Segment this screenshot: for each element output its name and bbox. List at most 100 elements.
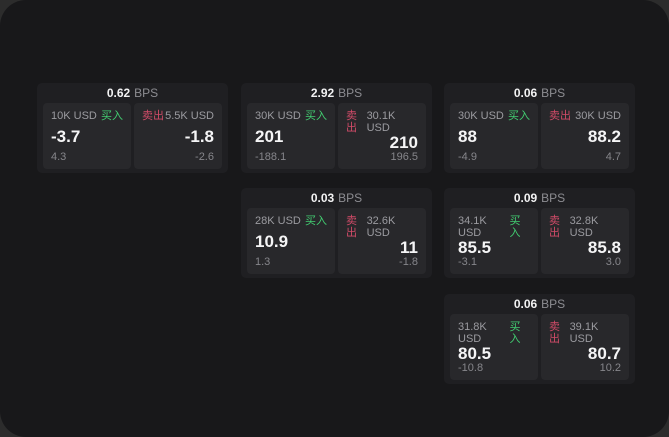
bps-value: 0.03 (310, 191, 335, 205)
buy-delta: -188.1 (255, 150, 287, 163)
buy-label-row: 30K USD 买入 (255, 110, 327, 122)
sell-label-row: 卖出 32.8K USD (549, 215, 621, 239)
sell-delta: 3.0 (605, 256, 621, 269)
sell-delta: 10.2 (599, 362, 621, 375)
sell-side-label: 卖出 (142, 110, 164, 122)
bps-header: 2.92 BPS (241, 83, 432, 103)
quote-body: 31.8K USD 买入 80.5 -10.8 卖出 39.1K USD 80.… (444, 314, 635, 380)
buy-label-row: 28K USD 买入 (255, 215, 327, 227)
buy-price: 10.9 (255, 232, 289, 251)
buy-amount: 34.1K USD (458, 215, 487, 240)
bps-unit: BPS (338, 86, 363, 100)
buy-price: 201 (255, 127, 284, 146)
buy-amount: 30K USD (255, 110, 301, 122)
quote-card-4: 0.03 BPS 28K USD 买入 10.9 1.3 卖出 32.6K US… (241, 188, 432, 278)
sell-price: 85.8 (587, 238, 621, 258)
sell-side-label: 卖出 (549, 110, 571, 122)
sell-price: 80.7 (587, 344, 621, 364)
buy-amount: 31.8K USD (458, 321, 487, 346)
sell-label-row: 卖出 30K USD (549, 110, 621, 122)
sell-label-row: 卖出 32.6K USD (346, 215, 418, 239)
sell-side-label: 卖出 (346, 110, 357, 135)
buy-panel[interactable]: 31.8K USD 买入 80.5 -10.8 (450, 314, 538, 380)
buy-panel[interactable]: 34.1K USD 买入 85.5 -3.1 (450, 208, 538, 274)
buy-side-label: 买入 (305, 110, 327, 122)
buy-delta: -3.1 (458, 256, 477, 269)
bps-value: 0.62 (106, 86, 131, 100)
buy-delta: 1.3 (255, 255, 271, 268)
quote-body: 10K USD 买入 -3.7 4.3 卖出 5.5K USD -1.8 -2.… (37, 103, 228, 169)
sell-amount: 39.1K USD (569, 321, 599, 346)
bps-value: 0.09 (513, 191, 538, 205)
bps-header: 0.03 BPS (241, 188, 432, 208)
bps-header: 0.62 BPS (37, 83, 228, 103)
buy-panel[interactable]: 30K USD 买入 88 -4.9 (450, 103, 538, 169)
quote-body: 28K USD 买入 10.9 1.3 卖出 32.6K USD 11 -1.8 (241, 208, 432, 274)
sell-price: -1.8 (184, 127, 214, 146)
sell-amount: 30K USD (575, 110, 621, 122)
buy-price: 85.5 (458, 238, 492, 258)
sell-panel[interactable]: 卖出 32.8K USD 85.8 3.0 (541, 208, 629, 274)
sell-delta: 196.5 (390, 151, 418, 164)
buy-amount: 10K USD (51, 110, 97, 122)
quote-body: 30K USD 买入 88 -4.9 卖出 30K USD 88.2 4.7 (444, 103, 635, 169)
sell-delta: 4.7 (605, 150, 621, 163)
bps-unit: BPS (541, 86, 566, 100)
buy-delta: -4.9 (458, 150, 477, 163)
bps-unit: BPS (134, 86, 159, 100)
buy-delta: -10.8 (458, 362, 484, 375)
sell-amount: 32.6K USD (366, 215, 396, 240)
sell-price: 210 (389, 133, 418, 153)
bps-unit: BPS (541, 297, 566, 311)
buy-panel[interactable]: 10K USD 买入 -3.7 4.3 (43, 103, 131, 169)
quote-card-2: 2.92 BPS 30K USD 买入 201 -188.1 卖出 30.1K … (241, 83, 432, 173)
sell-side-label: 卖出 (549, 215, 560, 240)
sell-panel[interactable]: 卖出 30K USD 88.2 4.7 (541, 103, 629, 169)
sell-amount: 5.5K USD (165, 110, 214, 122)
sell-panel[interactable]: 卖出 39.1K USD 80.7 10.2 (541, 314, 629, 380)
buy-label-row: 30K USD 买入 (458, 110, 530, 122)
buy-side-label: 买入 (101, 110, 123, 122)
sell-amount: 30.1K USD (366, 110, 396, 135)
bps-unit: BPS (338, 191, 363, 205)
buy-delta: 4.3 (51, 150, 67, 163)
sell-delta: -1.8 (399, 256, 418, 269)
buy-panel[interactable]: 28K USD 买入 10.9 1.3 (247, 208, 335, 274)
buy-price: 80.5 (458, 344, 492, 364)
quote-card-5: 0.09 BPS 34.1K USD 买入 85.5 -3.1 卖出 32.8K… (444, 188, 635, 278)
quote-card-1: 0.62 BPS 10K USD 买入 -3.7 4.3 卖出 5.5K USD… (37, 83, 228, 173)
buy-amount: 30K USD (458, 110, 504, 122)
buy-price: 88 (458, 127, 477, 146)
buy-label-row: 31.8K USD 买入 (458, 321, 530, 345)
sell-side-label: 卖出 (549, 321, 560, 346)
sell-delta: -2.6 (195, 150, 214, 163)
buy-side-label: 买入 (305, 215, 327, 227)
sell-price: 11 (400, 238, 418, 258)
buy-side-label: 买入 (509, 321, 521, 346)
buy-label-row: 34.1K USD 买入 (458, 215, 530, 239)
sell-label-row: 卖出 30.1K USD (346, 110, 418, 134)
quote-body: 30K USD 买入 201 -188.1 卖出 30.1K USD 210 1… (241, 103, 432, 169)
bps-value: 0.06 (513, 297, 538, 311)
sell-panel[interactable]: 卖出 5.5K USD -1.8 -2.6 (134, 103, 222, 169)
buy-price: -3.7 (51, 127, 81, 146)
buy-panel[interactable]: 30K USD 买入 201 -188.1 (247, 103, 335, 169)
bps-value: 2.92 (310, 86, 335, 100)
bps-value: 0.06 (513, 86, 538, 100)
bps-header: 0.06 BPS (444, 294, 635, 314)
sell-label-row: 卖出 39.1K USD (549, 321, 621, 345)
quote-body: 34.1K USD 买入 85.5 -3.1 卖出 32.8K USD 85.8… (444, 208, 635, 274)
sell-amount: 32.8K USD (569, 215, 599, 240)
buy-side-label: 买入 (508, 110, 530, 122)
buy-amount: 28K USD (255, 215, 301, 227)
bps-unit: BPS (541, 191, 566, 205)
buy-side-label: 买入 (509, 215, 521, 240)
bps-header: 0.06 BPS (444, 83, 635, 103)
sell-panel[interactable]: 卖出 32.6K USD 11 -1.8 (338, 208, 426, 274)
bps-header: 0.09 BPS (444, 188, 635, 208)
sell-side-label: 卖出 (346, 215, 357, 240)
quote-card-3: 0.06 BPS 30K USD 买入 88 -4.9 卖出 30K USD 8… (444, 83, 635, 173)
sell-panel[interactable]: 卖出 30.1K USD 210 196.5 (338, 103, 426, 169)
sell-label-row: 卖出 5.5K USD (142, 110, 214, 122)
